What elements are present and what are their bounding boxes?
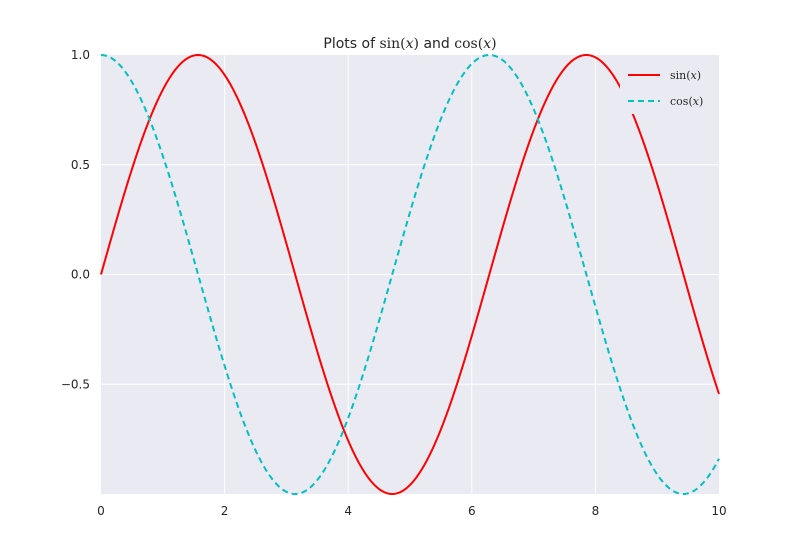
title-fn1: sin [379, 36, 400, 52]
x-tick-label: 8 [592, 504, 600, 518]
title-arg2: x [483, 36, 491, 52]
grid [101, 55, 719, 494]
legend-fn-sin: sin [670, 69, 686, 82]
x-tick-label: 0 [97, 504, 105, 518]
series-line-sin [100, 53, 720, 495]
y-tick-label: −0.5 [61, 377, 90, 391]
y-axis: 1.0 0.5 0.0 −0.5 [61, 48, 90, 391]
y-tick-label: 0.0 [71, 268, 90, 282]
series-lines [100, 53, 720, 495]
legend-box [620, 62, 712, 114]
legend-label-cos: cos(x) [670, 95, 703, 108]
y-tick-label: 1.0 [71, 48, 90, 62]
legend-label-sin: sin(x) [670, 69, 701, 82]
x-tick-label: 4 [344, 504, 352, 518]
x-tick-label: 6 [468, 504, 476, 518]
legend-arg-cos: x [693, 95, 700, 108]
title-conjunction: and [423, 36, 449, 52]
x-axis: 0 2 4 6 8 10 [97, 504, 726, 518]
x-tick-label: 10 [711, 504, 726, 518]
title-fn2: cos [454, 36, 477, 52]
legend-fn-cos: cos [670, 95, 689, 108]
title-arg1: x [406, 36, 414, 52]
chart-title: Plots of sin(x) and cos(x) [323, 36, 496, 52]
legend-arg-sin: x [691, 69, 698, 82]
title-prefix: Plots of [323, 36, 376, 52]
y-tick-label: 0.5 [71, 158, 90, 172]
x-tick-label: 2 [221, 504, 229, 518]
legend: sin(x) cos(x) [620, 62, 712, 114]
series-line-cos [100, 54, 720, 495]
